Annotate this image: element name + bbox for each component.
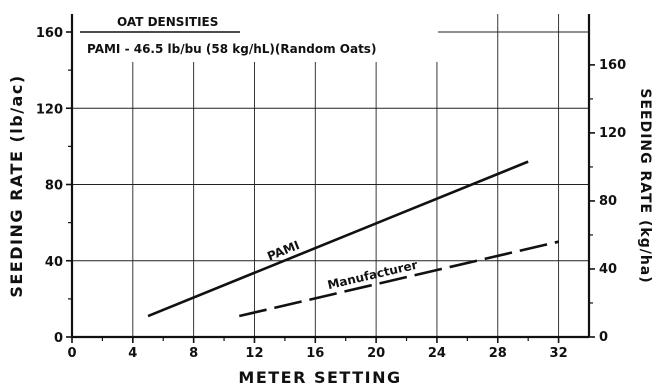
y-right-tick-label: 120 <box>599 126 626 141</box>
x-tick-label: 28 <box>489 346 507 361</box>
y-right-tick-label: 160 <box>599 58 626 73</box>
axis-ticks: 0 4 8 12 16 20 24 28 32 0 40 80 120 160 0 40 80 120 160 <box>36 26 626 361</box>
y-tick-label: 120 <box>36 102 63 117</box>
chart-subtitle: PAMI - 46.5 lb/bu (58 kg/hL)(Random Oats… <box>87 42 376 56</box>
y-right-tick-label: 80 <box>599 194 617 209</box>
x-axis-title: METER SETTING <box>238 368 401 386</box>
y-axis-title-right: SEEDING RATE (kg/ha) <box>637 88 653 283</box>
y-right-tick-label: 40 <box>599 262 617 277</box>
series-line-pami <box>147 160 529 318</box>
x-tick-label: 20 <box>367 346 385 361</box>
series-line-manufacturer <box>238 240 559 318</box>
y-tick-label: 40 <box>45 255 63 270</box>
x-tick-label: 16 <box>306 346 324 361</box>
y-axis-title-left: SEEDING RATE (lb/ac) <box>7 74 26 297</box>
series-label-manufacturer: Manufacturer <box>326 258 419 292</box>
chart-title: OAT DENSITIES <box>117 15 218 29</box>
x-tick-label: 24 <box>428 346 446 361</box>
plot-frame <box>70 14 591 339</box>
x-tick-label: 8 <box>189 346 198 361</box>
x-tick-label: 0 <box>67 346 76 361</box>
x-tick-label: 32 <box>550 346 568 361</box>
legend-box: OAT DENSITIES PAMI - 46.5 lb/bu (58 kg/h… <box>87 15 376 56</box>
y-tick-label: 0 <box>54 331 63 346</box>
y-tick-label: 160 <box>36 26 63 41</box>
y-right-tick-label: 0 <box>599 330 608 345</box>
y-tick-label: 80 <box>45 179 63 194</box>
x-tick-label: 4 <box>128 346 137 361</box>
x-tick-label: 12 <box>245 346 263 361</box>
